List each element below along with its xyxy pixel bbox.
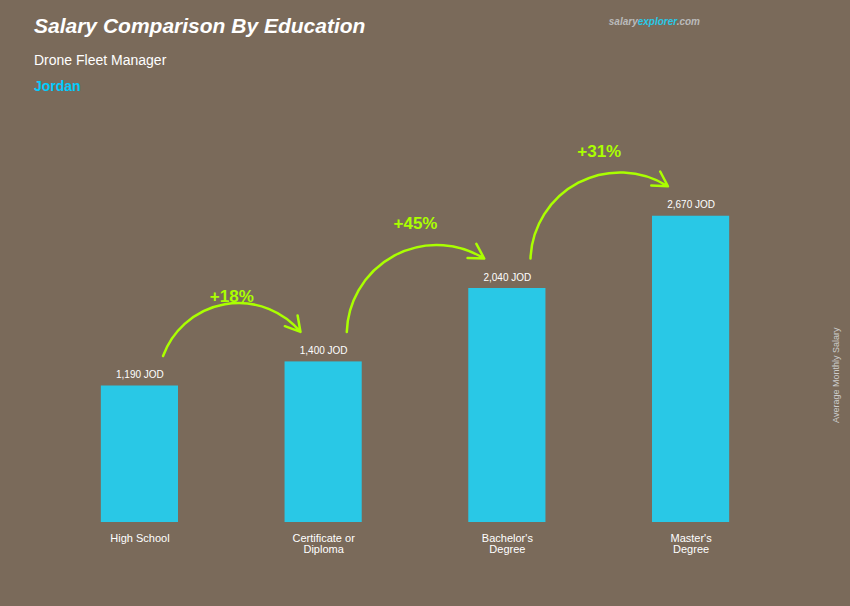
- svg-text:+31%: +31%: [577, 142, 621, 161]
- svg-text:+45%: +45%: [394, 214, 438, 233]
- svg-text:+18%: +18%: [210, 287, 254, 306]
- svg-text:2,670 JOD: 2,670 JOD: [667, 199, 715, 210]
- svg-text:Certificate orDiploma: Certificate orDiploma: [292, 532, 355, 555]
- svg-text:High School: High School: [110, 532, 169, 544]
- html-text:Salary Comparison By Education: Salary Comparison By Education: [34, 14, 366, 37]
- svg-text:Bachelor'sDegree: Bachelor'sDegree: [482, 532, 534, 555]
- html-text:Jordan: Jordan: [34, 78, 81, 94]
- html-text:Drone Fleet Manager: Drone Fleet Manager: [34, 52, 167, 68]
- svg-text:Master'sDegree: Master'sDegree: [670, 532, 712, 555]
- svg-text:2,040 JOD: 2,040 JOD: [483, 272, 531, 283]
- svg-text:Average Monthly Salary: Average Monthly Salary: [831, 327, 841, 423]
- svg-text:1,400 JOD: 1,400 JOD: [300, 345, 348, 356]
- html-text:salary explorer.com: salary explorer.com: [608, 16, 700, 27]
- svg-text:1,190 JOD: 1,190 JOD: [116, 369, 164, 380]
